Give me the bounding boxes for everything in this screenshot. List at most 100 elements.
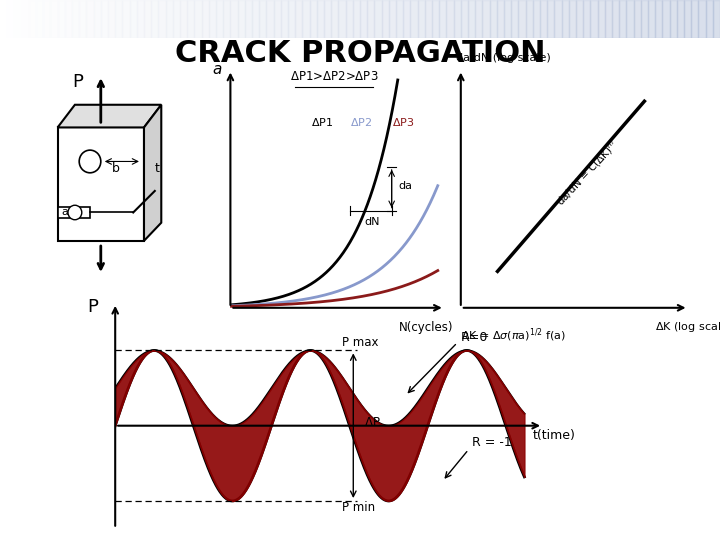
Bar	[166, 0, 173, 38]
Bar	[331, 0, 338, 38]
Text: $\Delta$K = $\Delta\sigma$($\pi$a)$^{1/2}$ f(a): $\Delta$K = $\Delta\sigma$($\pi$a)$^{1/2…	[461, 327, 566, 345]
Bar	[684, 0, 691, 38]
Bar	[389, 0, 396, 38]
Bar	[151, 0, 158, 38]
Bar	[108, 0, 115, 38]
Bar	[648, 0, 655, 38]
Bar	[230, 0, 238, 38]
Bar	[583, 0, 590, 38]
Bar	[317, 0, 324, 38]
Bar	[425, 0, 432, 38]
Bar	[202, 0, 209, 38]
Bar	[677, 0, 684, 38]
Bar	[245, 0, 252, 38]
Bar	[374, 0, 382, 38]
Bar	[662, 0, 670, 38]
Text: R=0: R=0	[462, 330, 489, 343]
Bar	[468, 0, 475, 38]
Text: CRACK PROPAGATION: CRACK PROPAGATION	[175, 39, 545, 69]
Bar	[223, 0, 230, 38]
Bar	[79, 0, 86, 38]
Bar	[446, 0, 454, 38]
Bar	[382, 0, 389, 38]
Bar	[86, 0, 94, 38]
Bar	[518, 0, 526, 38]
Bar	[475, 0, 482, 38]
Text: da: da	[399, 181, 413, 191]
Bar	[540, 0, 547, 38]
Bar	[14, 0, 22, 38]
Bar	[324, 0, 331, 38]
Text: t(time): t(time)	[533, 429, 575, 442]
Bar	[439, 0, 446, 38]
Bar	[266, 0, 274, 38]
Bar	[461, 0, 468, 38]
Text: $\Delta$P: $\Delta$P	[364, 416, 381, 429]
Bar	[367, 0, 374, 38]
Polygon shape	[144, 105, 161, 241]
Bar	[504, 0, 511, 38]
Bar	[50, 0, 58, 38]
Bar	[403, 0, 410, 38]
Polygon shape	[58, 127, 144, 241]
Bar	[533, 0, 540, 38]
Bar	[295, 0, 302, 38]
Circle shape	[79, 150, 101, 173]
Bar	[454, 0, 461, 38]
Text: $\Delta$P2: $\Delta$P2	[350, 116, 372, 127]
Bar	[713, 0, 720, 38]
Bar	[569, 0, 576, 38]
Text: $\Delta$P1>$\Delta$P2>$\Delta$P3: $\Delta$P1>$\Delta$P2>$\Delta$P3	[290, 70, 378, 84]
Bar	[641, 0, 648, 38]
Bar	[22, 0, 29, 38]
Bar	[72, 0, 79, 38]
Bar	[29, 0, 36, 38]
Text: $\Delta$P1: $\Delta$P1	[311, 116, 333, 127]
Text: P: P	[87, 298, 99, 316]
Bar	[634, 0, 641, 38]
Bar	[590, 0, 598, 38]
Text: dN: dN	[364, 217, 379, 227]
Text: da/dN (log scale): da/dN (log scale)	[456, 52, 551, 63]
Text: P max: P max	[342, 335, 379, 348]
Bar	[497, 0, 504, 38]
Bar	[281, 0, 288, 38]
Bar	[0, 0, 7, 38]
Text: a: a	[212, 62, 221, 77]
Circle shape	[68, 205, 82, 220]
Bar	[144, 0, 151, 38]
Polygon shape	[58, 105, 161, 127]
Bar	[554, 0, 562, 38]
Bar	[526, 0, 533, 38]
Bar	[209, 0, 216, 38]
Bar	[122, 0, 130, 38]
Bar	[598, 0, 605, 38]
Bar	[115, 0, 122, 38]
Bar	[58, 0, 65, 38]
Bar	[490, 0, 497, 38]
Bar	[274, 0, 281, 38]
Bar	[482, 0, 490, 38]
Bar	[346, 0, 353, 38]
Bar	[101, 0, 108, 38]
Bar	[360, 0, 367, 38]
Bar	[216, 0, 223, 38]
Bar	[94, 0, 101, 38]
Bar	[130, 0, 137, 38]
Bar	[238, 0, 245, 38]
Bar	[619, 0, 626, 38]
Bar	[259, 0, 266, 38]
Bar	[562, 0, 569, 38]
Bar	[36, 0, 43, 38]
Polygon shape	[58, 207, 90, 218]
Bar	[252, 0, 259, 38]
Text: a: a	[62, 207, 68, 218]
Bar	[353, 0, 360, 38]
Text: R = -1: R = -1	[472, 435, 512, 449]
Bar	[691, 0, 698, 38]
Bar	[605, 0, 612, 38]
Bar	[655, 0, 662, 38]
Text: da/dN = C($\Delta$K)$^m$: da/dN = C($\Delta$K)$^m$	[554, 139, 621, 209]
Bar	[187, 0, 194, 38]
Text: $\Delta$P3: $\Delta$P3	[392, 116, 414, 127]
